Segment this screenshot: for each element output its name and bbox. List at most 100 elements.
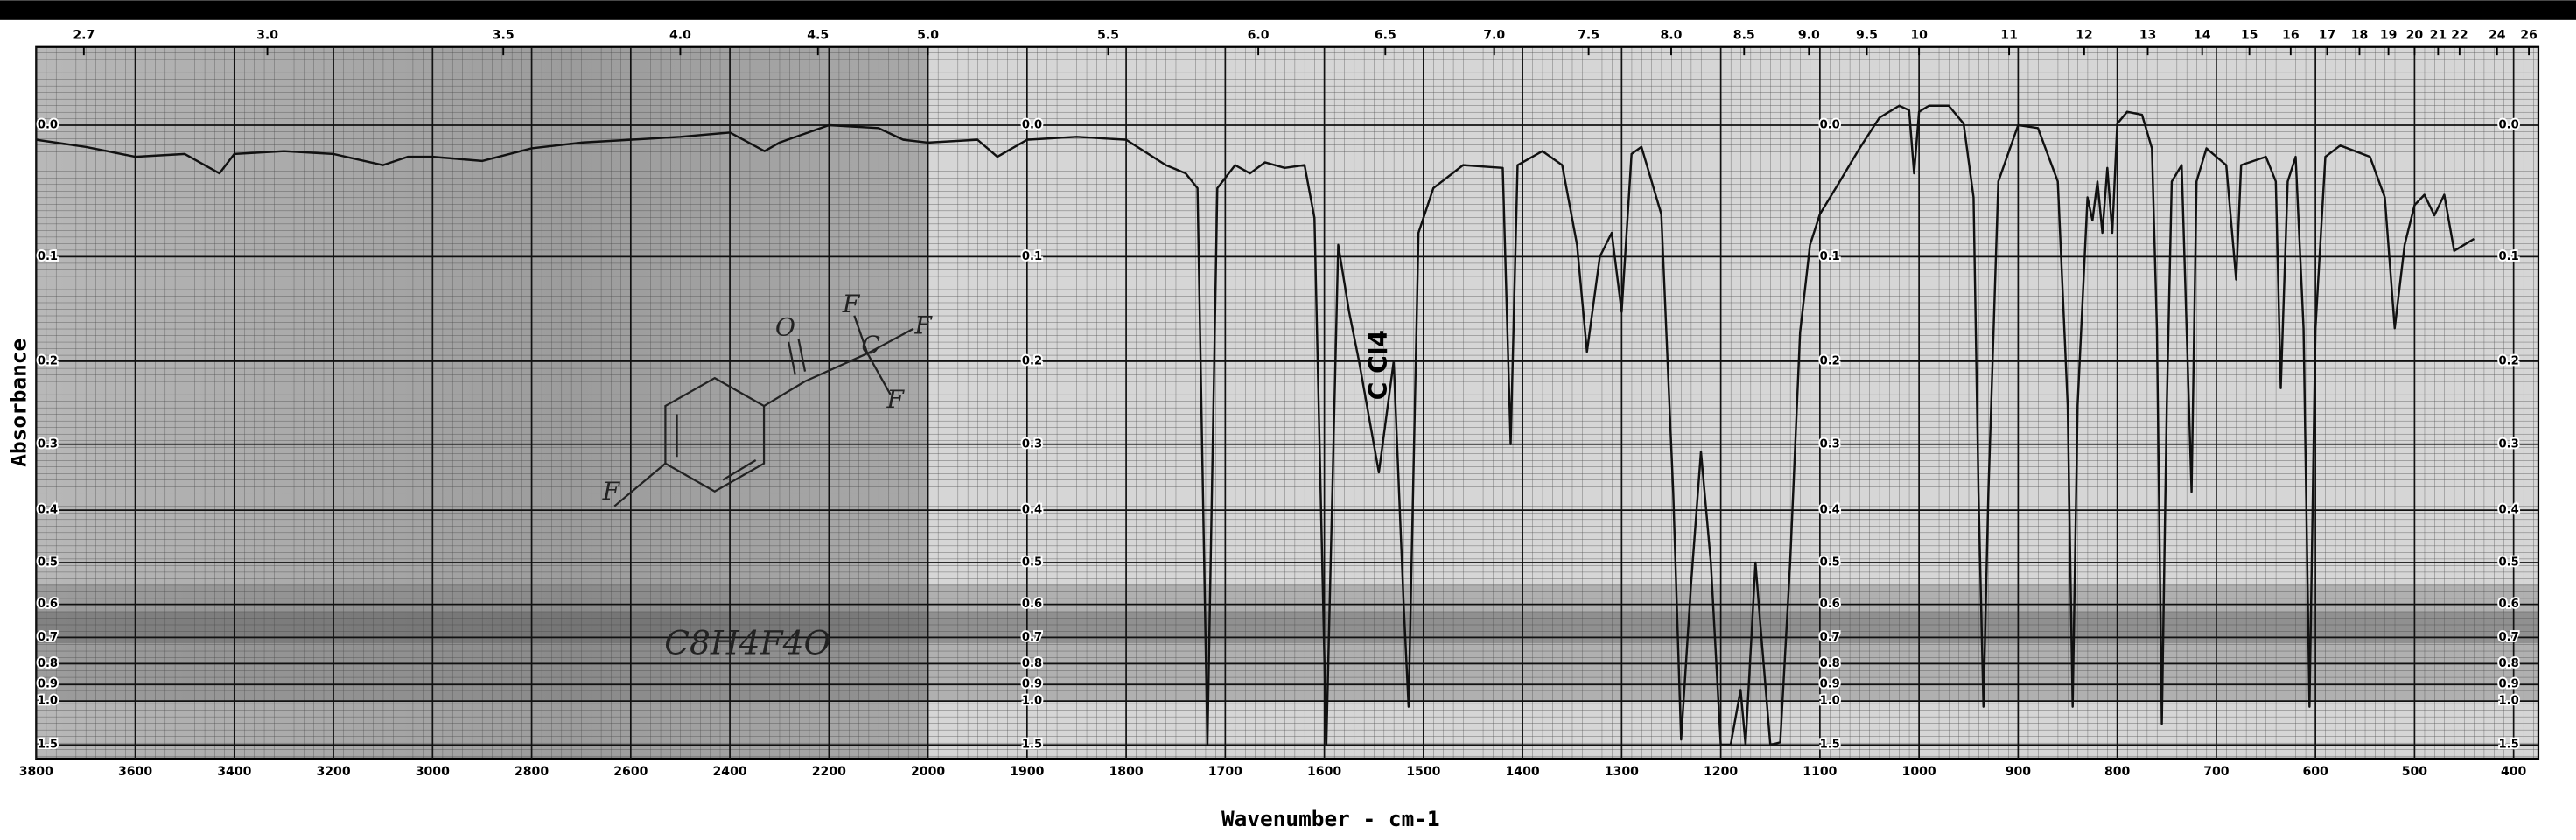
x-tick-label: 3000 (416, 765, 450, 779)
bond (788, 338, 807, 375)
y-tick-label: 1.5 (2499, 738, 2519, 752)
x-tick-label: 400 (2501, 765, 2527, 779)
y-tick-label: 0.3 (1022, 438, 1042, 451)
y-tick-label: 0.1 (1022, 250, 1042, 263)
x-tick-label: 3200 (316, 765, 350, 779)
y-tick-label: 0.7 (38, 631, 58, 644)
y-tick-label: 0.4 (1820, 504, 1840, 517)
top-tick-label: 2.7 (73, 29, 94, 43)
y-tick-label: 0.6 (38, 598, 58, 611)
x-tick-label: 1100 (1802, 765, 1837, 779)
top-tick-label: 4.0 (669, 29, 691, 43)
top-tick-label: 12 (2076, 29, 2093, 43)
minor-grid (36, 46, 2538, 759)
y-tick-label: 0.2 (1820, 354, 1840, 368)
y-tick-label: 0.4 (38, 504, 58, 517)
atom-label: C (861, 331, 880, 360)
y-tick-label: 0.4 (1022, 504, 1042, 517)
y-tick-label: 1.0 (1022, 695, 1042, 708)
y-tick-label: 0.1 (1820, 250, 1840, 263)
y-tick-label: 0.5 (38, 556, 58, 570)
x-tick-label: 1700 (1208, 765, 1242, 779)
top-bar (0, 0, 2576, 20)
top-tick-label: 26 (2520, 29, 2538, 43)
y-tick-label: 0.6 (1820, 598, 1840, 611)
bond (853, 315, 914, 396)
top-tick-label: 8.5 (1733, 29, 1755, 43)
top-tick-label: 20 (2406, 29, 2424, 43)
x-tick-label: 1600 (1307, 765, 1341, 779)
y-tick-label: 0.9 (38, 678, 58, 691)
x-tick-label: 2600 (613, 765, 648, 779)
atom-label: F (842, 290, 861, 318)
y-tick-label: 0.1 (2499, 250, 2519, 263)
top-tick-label: 24 (2488, 29, 2506, 43)
top-tick-label: 5.5 (1097, 29, 1119, 43)
x-tick-label: 800 (2104, 765, 2131, 779)
y-tick-label: 0.0 (2499, 118, 2519, 131)
y-tick-label: 1.5 (1820, 738, 1840, 752)
y-tick-label: 0.8 (38, 657, 58, 670)
y-tick-label: 0.9 (1022, 678, 1042, 691)
x-tick-label: 2200 (812, 765, 846, 779)
x-tick-label: 1400 (1506, 765, 1540, 779)
y-tick-label: 0.4 (2499, 504, 2519, 517)
x-tick-label: 2800 (514, 765, 549, 779)
atom-label: O (775, 312, 795, 341)
y-axis-label: Absorbance (6, 339, 32, 467)
y-tick-label: 0.2 (2499, 354, 2519, 368)
x-tick-label: 1800 (1110, 765, 1144, 779)
formula-annotation: C8H4F4O (664, 624, 830, 662)
top-tick-label: 19 (2380, 29, 2398, 43)
y-tick-label: 0.7 (1820, 631, 1840, 644)
top-tick-label: 22 (2451, 29, 2468, 43)
x-tick-label: 3600 (118, 765, 152, 779)
y-tick-label: 0.3 (1820, 438, 1840, 451)
top-tick-label: 13 (2139, 29, 2157, 43)
atom-label: F (914, 311, 933, 340)
ring-bonds (676, 414, 757, 481)
y-tick-label: 0.8 (2499, 657, 2519, 670)
top-tick-label: 17 (2319, 29, 2336, 43)
y-tick-label: 0.5 (1022, 556, 1042, 570)
y-tick-label: 0.2 (38, 354, 58, 368)
x-tick-label: 3400 (217, 765, 251, 779)
top-tick-label: 7.0 (1483, 29, 1505, 43)
bond (613, 462, 667, 508)
top-tick-label: 9.5 (1856, 29, 1878, 43)
x-tick-label: 2400 (712, 765, 746, 779)
y-tick-label: 1.5 (38, 738, 58, 752)
top-tick-label: 3.5 (493, 29, 514, 43)
x-axis-label: Wavenumber - cm-1 (1222, 806, 1440, 831)
y-tick-label: 0.6 (2499, 598, 2519, 611)
x-tick-label: 1500 (1406, 765, 1440, 779)
top-tick-label: 7.5 (1578, 29, 1600, 43)
solvent-annotation: C Cl4 (1364, 330, 1393, 400)
bond (763, 352, 868, 408)
x-tick-label: 900 (2006, 765, 2032, 779)
structure-drawing (613, 315, 914, 508)
grid (35, 46, 2540, 760)
top-tick-label: 5.0 (917, 29, 939, 43)
x-tick-label: 500 (2402, 765, 2428, 779)
x-tick-label: 1300 (1605, 765, 1639, 779)
y-tick-label: 0.0 (38, 118, 58, 131)
x-tick-label: 1000 (1902, 765, 1936, 779)
spectrum-line (36, 104, 2474, 746)
y-tick-label: 0.7 (1022, 631, 1042, 644)
top-tick-label: 8.0 (1661, 29, 1683, 43)
top-tick-label: 10 (1910, 29, 1928, 43)
y-tick-label: 0.9 (1820, 678, 1840, 691)
y-tick-label: 0.7 (2499, 631, 2519, 644)
y-tick-label: 1.5 (1022, 738, 1042, 752)
x-tick-label: 2000 (911, 765, 945, 779)
x-tick-label: 700 (2203, 765, 2230, 779)
top-tick-label: 15 (2241, 29, 2258, 43)
top-tick-label: 16 (2282, 29, 2300, 43)
y-tick-label: 0.0 (1820, 118, 1840, 131)
y-tick-label: 0.8 (1820, 657, 1840, 670)
x-tick-label: 600 (2302, 765, 2328, 779)
x-tick-label: 3800 (19, 765, 53, 779)
